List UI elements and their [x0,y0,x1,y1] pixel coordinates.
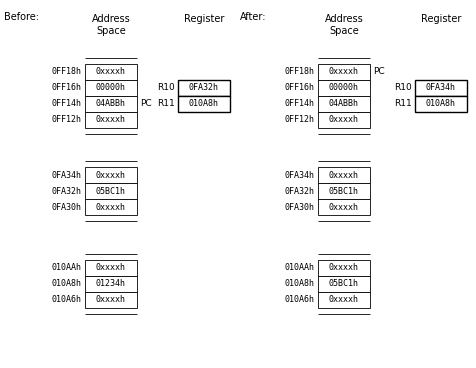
Bar [317,292,369,308]
Text: 0FF16h: 0FF16h [52,84,82,92]
Text: R11: R11 [157,99,175,109]
Text: 0FF12h: 0FF12h [284,116,314,124]
Text: 0xxxxh: 0xxxxh [96,170,126,180]
Bar [317,276,369,292]
Bar [414,80,466,96]
Text: R10: R10 [394,84,411,92]
Bar [85,183,137,199]
Text: 0FA30h: 0FA30h [284,202,314,212]
Bar [317,80,369,96]
Text: 0FA34h: 0FA34h [425,84,455,92]
Text: 0FF18h: 0FF18h [284,67,314,77]
Bar [85,276,137,292]
Text: 0FA32h: 0FA32h [52,187,82,195]
Text: Register: Register [420,14,460,24]
Bar [85,64,137,80]
Text: 04ABBh: 04ABBh [328,99,358,109]
Text: 0xxxxh: 0xxxxh [96,67,126,77]
Text: PC: PC [372,67,384,77]
Text: 010A6h: 010A6h [284,296,314,304]
Text: After:: After: [239,12,266,22]
Bar [85,292,137,308]
Bar [414,96,466,112]
Text: Register: Register [183,14,224,24]
Text: 0xxxxh: 0xxxxh [328,67,358,77]
Text: 0xxxxh: 0xxxxh [328,202,358,212]
Text: R10: R10 [157,84,175,92]
Bar [317,64,369,80]
Bar [317,96,369,112]
Text: 05BC1h: 05BC1h [96,187,126,195]
Bar [317,112,369,128]
Text: 010A6h: 010A6h [52,296,82,304]
Text: 01234h: 01234h [96,280,126,289]
Text: 010A8h: 010A8h [52,280,82,289]
Text: 05BC1h: 05BC1h [328,280,358,289]
Text: 00000h: 00000h [96,84,126,92]
Text: 0xxxxh: 0xxxxh [96,202,126,212]
Text: Before:: Before: [4,12,39,22]
Bar [85,199,137,215]
Text: 00000h: 00000h [328,84,358,92]
Bar [85,260,137,276]
Text: 04ABBh: 04ABBh [96,99,126,109]
Text: 0xxxxh: 0xxxxh [328,170,358,180]
Text: 010A8h: 010A8h [284,280,314,289]
Text: 05BC1h: 05BC1h [328,187,358,195]
Bar [85,80,137,96]
Text: 0xxxxh: 0xxxxh [328,296,358,304]
Text: 010A8h: 010A8h [188,99,218,109]
Text: 010A8h: 010A8h [425,99,455,109]
Bar [317,199,369,215]
Text: 0FA32h: 0FA32h [188,84,218,92]
Text: 0FF14h: 0FF14h [284,99,314,109]
Text: 010AAh: 010AAh [52,263,82,272]
Text: R11: R11 [394,99,411,109]
Bar [85,112,137,128]
Text: 0FF16h: 0FF16h [284,84,314,92]
Text: 0xxxxh: 0xxxxh [328,116,358,124]
Text: 0xxxxh: 0xxxxh [96,296,126,304]
Text: Address
Space: Address Space [324,14,363,36]
Text: 0FA30h: 0FA30h [52,202,82,212]
Text: 0FA34h: 0FA34h [284,170,314,180]
Text: 0FA34h: 0FA34h [52,170,82,180]
Text: 0FF18h: 0FF18h [52,67,82,77]
Bar [317,183,369,199]
Bar [178,80,229,96]
Text: 0FA32h: 0FA32h [284,187,314,195]
Text: PC: PC [140,99,151,109]
Bar [85,96,137,112]
Bar [317,260,369,276]
Bar [317,167,369,183]
Bar [178,96,229,112]
Text: 0FF14h: 0FF14h [52,99,82,109]
Text: Address
Space: Address Space [91,14,130,36]
Bar [85,167,137,183]
Text: 0xxxxh: 0xxxxh [96,263,126,272]
Text: 0xxxxh: 0xxxxh [96,116,126,124]
Text: 0xxxxh: 0xxxxh [328,263,358,272]
Text: 0FF12h: 0FF12h [52,116,82,124]
Text: 010AAh: 010AAh [284,263,314,272]
